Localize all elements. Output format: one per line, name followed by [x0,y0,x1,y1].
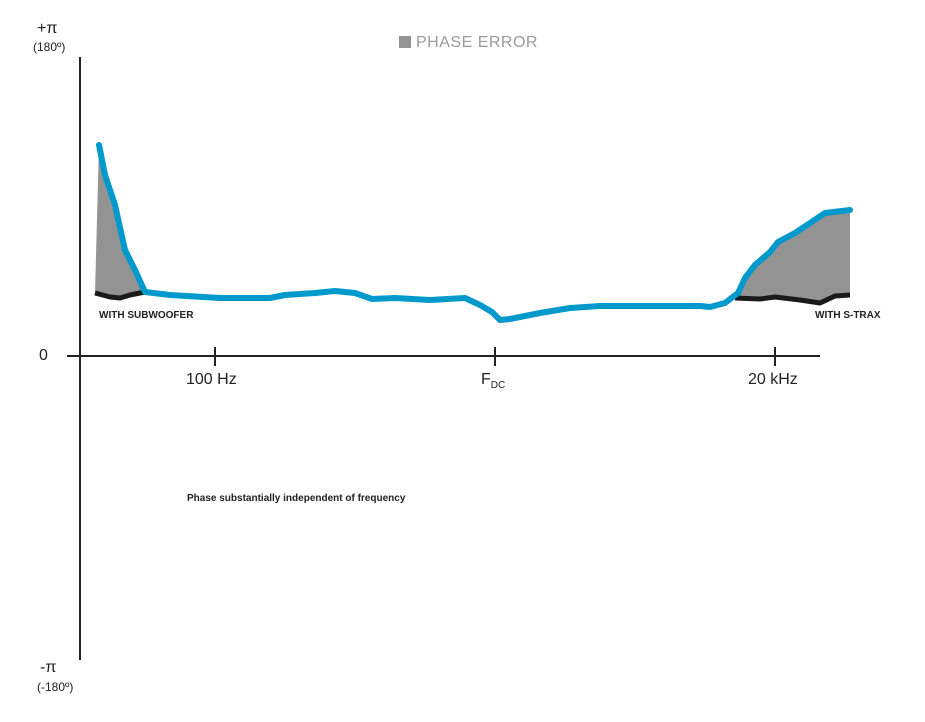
x-tick-label-fdc: FDC [481,371,505,391]
y-bottom-sub: (-180º) [37,680,74,694]
legend-swatch [399,36,411,48]
annotation-with-s-trax: WITH S-TRAX [815,310,881,321]
annotation-with-subwoofer: WITH SUBWOOFER [99,310,194,321]
y-zero-label: 0 [39,347,48,364]
fdc-main: F [481,371,491,388]
phase-error-fill-right [735,210,850,303]
legend-label: PHASE ERROR [416,34,538,51]
x-tick-label-20khz: 20 kHz [748,371,798,388]
subwoofer-curve [94,289,146,301]
s-trax-curve [734,292,851,306]
phase-curve [96,142,853,323]
legend: PHASE ERROR [399,34,538,52]
y-top-sub: (180º) [33,40,66,54]
y-bottom-label: -π [40,659,57,676]
fdc-subscript: DC [490,380,506,392]
annotation-phase-independent: Phase substantially independent of frequ… [187,493,406,504]
x-tick-label-100hz: 100 Hz [186,371,237,388]
y-top-label: +π [37,20,58,37]
